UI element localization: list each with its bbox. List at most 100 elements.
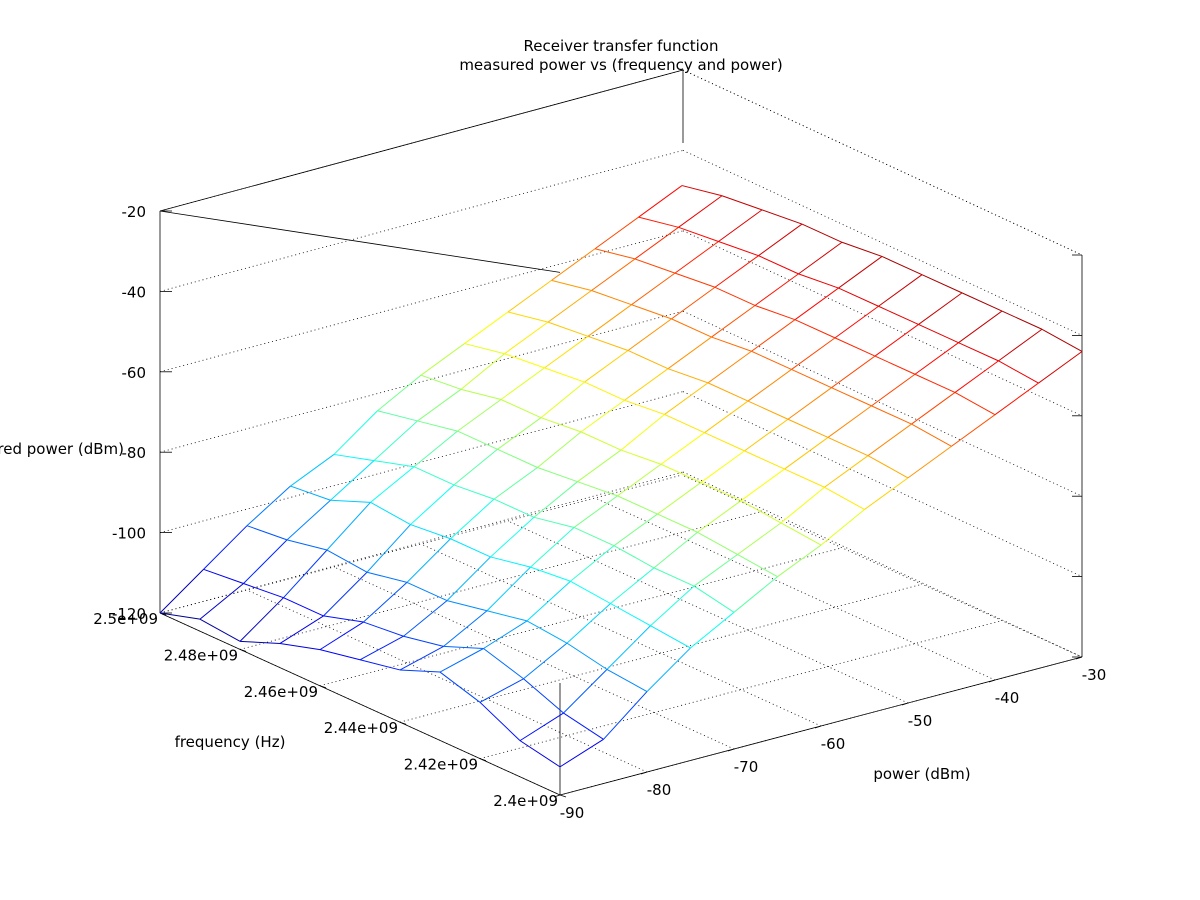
grid-line xyxy=(159,230,684,373)
surface-mesh-line xyxy=(627,350,669,370)
surface-mesh-line xyxy=(998,360,1039,384)
surface-mesh-line xyxy=(500,367,545,400)
surface-mesh-line xyxy=(667,336,712,370)
surface-mesh-line xyxy=(824,455,869,488)
surface-mesh-line xyxy=(464,311,509,344)
z-tick-label: -120 xyxy=(112,605,146,623)
surface-mesh-line xyxy=(958,342,999,362)
surface-mesh-line xyxy=(624,399,665,415)
surface-mesh-line xyxy=(323,571,368,617)
surface-mesh-line xyxy=(450,498,495,540)
surface-mesh-line xyxy=(794,287,839,321)
surface-mesh-line xyxy=(203,568,244,584)
surface-mesh-line xyxy=(791,337,836,370)
surface-mesh-line xyxy=(526,620,568,644)
surface-mesh-line xyxy=(660,432,705,465)
surface-mesh-line xyxy=(1041,328,1083,352)
surface-mesh-line xyxy=(798,273,839,289)
grid-line xyxy=(239,511,763,650)
grid-line xyxy=(159,150,684,292)
y-tick-label: 2.5e+09 xyxy=(93,610,158,628)
surface-mesh-line xyxy=(406,538,451,583)
surface-mesh-line xyxy=(493,498,535,518)
surface-mesh-line xyxy=(559,738,604,768)
surface-mesh-line xyxy=(690,611,735,649)
surface-mesh-line xyxy=(697,531,738,555)
y-tick-mark xyxy=(479,758,487,761)
surface-mesh-line xyxy=(500,399,542,419)
x-tick-mark xyxy=(901,702,909,706)
surface-mesh-line xyxy=(693,585,735,613)
surface-mesh-line xyxy=(587,304,632,337)
surface-mesh-line xyxy=(580,399,625,433)
surface-mesh-line xyxy=(1038,351,1083,384)
surface-mesh-line xyxy=(446,600,488,612)
z-tick-label: -100 xyxy=(112,525,146,543)
surface-mesh-line xyxy=(784,468,825,488)
surface-mesh-line xyxy=(624,368,669,401)
surface-mesh-line xyxy=(573,527,615,547)
surface-mesh-line xyxy=(711,305,756,338)
y-tick-mark xyxy=(319,685,327,689)
surface-mesh-line xyxy=(631,304,672,320)
surface-mesh-line xyxy=(547,290,592,323)
x-tick-label: -80 xyxy=(647,781,672,799)
surface-mesh-line xyxy=(417,388,462,422)
surface-mesh-line xyxy=(700,450,745,483)
surface-mesh-line xyxy=(827,405,872,438)
surface-mesh-line xyxy=(363,621,404,637)
surface-mesh-line xyxy=(838,287,879,307)
surface-mesh-line xyxy=(279,615,324,644)
surface-mesh-line xyxy=(370,501,411,525)
surface-mesh-line xyxy=(373,460,415,468)
surface-mesh-line xyxy=(286,499,331,541)
surface-mesh-line xyxy=(617,463,662,497)
surface-mesh-line xyxy=(563,669,608,714)
x-tick-label: -90 xyxy=(560,804,585,822)
surface-mesh-line xyxy=(787,418,829,438)
surface-mesh-line xyxy=(958,310,1003,344)
y-tick-label: 2.46e+09 xyxy=(244,683,318,701)
surface-mesh-line xyxy=(620,414,665,451)
grid-line xyxy=(594,497,996,681)
surface-mesh-line xyxy=(319,621,364,651)
surface-mesh-line xyxy=(159,612,201,620)
x-tick-mark xyxy=(640,771,648,775)
surface-mesh-line xyxy=(831,387,872,407)
surface-mesh-line xyxy=(610,567,655,604)
surface-mesh-line xyxy=(533,481,578,518)
surface-mesh-line xyxy=(159,568,204,614)
grid-line xyxy=(159,471,684,614)
surface-mesh-line xyxy=(751,350,792,370)
surface-mesh-line xyxy=(650,585,695,627)
surface-mesh-line xyxy=(740,468,785,502)
surface-mesh-line xyxy=(446,556,491,601)
surface-mesh-line xyxy=(871,373,916,407)
surface-mesh-line xyxy=(544,335,589,369)
surface-mesh-line xyxy=(653,531,698,569)
surface-mesh-line xyxy=(370,466,415,503)
surface-mesh-line xyxy=(657,482,702,515)
surface-mesh-line xyxy=(714,255,759,288)
surface-mesh-line xyxy=(1001,310,1043,330)
surface-mesh-line xyxy=(443,610,488,647)
chart-subtitle: measured power vs (frequency and power) xyxy=(459,56,783,74)
surface-mesh-line xyxy=(867,455,909,479)
surface-mesh-line xyxy=(784,437,829,470)
surface-mesh-line xyxy=(638,216,679,228)
surface-mesh-line xyxy=(834,305,879,339)
surface-mesh-line xyxy=(570,545,615,582)
surface-mesh xyxy=(159,185,1083,768)
surface-mesh-line xyxy=(603,691,648,740)
surface-mesh-line xyxy=(693,554,738,587)
surface-mesh-line xyxy=(994,382,1039,416)
surface-mesh-line xyxy=(747,369,792,402)
surface-mesh-line xyxy=(286,539,328,551)
surface-mesh-line xyxy=(634,258,676,274)
surface-mesh-line xyxy=(199,583,244,620)
surface-mesh-line xyxy=(330,460,375,501)
surface-mesh-line xyxy=(617,495,658,515)
grid-line xyxy=(479,620,1003,759)
surface-mesh-line xyxy=(413,466,455,486)
surface-mesh-line xyxy=(537,431,582,468)
